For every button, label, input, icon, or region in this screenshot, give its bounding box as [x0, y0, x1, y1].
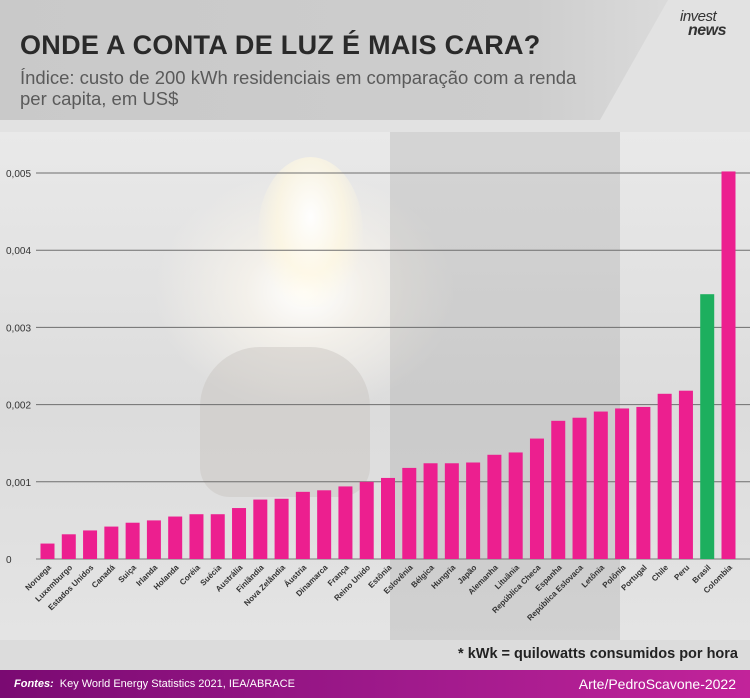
y-tick-label: 0,005 [6, 169, 31, 180]
bar [295, 491, 310, 559]
footnote: * kWk = quilowatts consumidos por hora [458, 646, 738, 662]
bar [146, 520, 161, 559]
bar [253, 499, 268, 559]
logo-text-news: news [688, 22, 727, 39]
note-bar: * kWk = quilowatts consumidos por hora [0, 640, 750, 670]
bar [125, 522, 140, 559]
bar [274, 498, 289, 559]
bar [444, 463, 459, 559]
chart-subtitle: Índice: custo de 200 kWh residenciais em… [20, 67, 577, 109]
bar [529, 438, 544, 559]
bar [466, 462, 481, 559]
x-tick-label: Peru [672, 563, 691, 582]
x-tick-label: Hungria [430, 563, 458, 591]
background-hand [200, 347, 370, 497]
y-tick-label: 0,003 [6, 323, 31, 334]
y-tick-label: 0,001 [6, 478, 31, 489]
bar [593, 411, 608, 559]
header-panel [0, 0, 668, 120]
bar [359, 481, 374, 559]
x-tick-label: Coréia [178, 563, 202, 587]
bar [40, 543, 55, 559]
bar [615, 408, 630, 559]
footer: Fontes: Key World Energy Statistics 2021,… [0, 670, 750, 698]
bar [678, 390, 693, 559]
bar [572, 417, 587, 559]
y-tick-label: 0,004 [6, 246, 31, 257]
bar [402, 467, 417, 559]
bar [210, 514, 225, 559]
bar [381, 477, 395, 559]
bar-chart: 00,0010,0020,0030,0040,005NoruegaLuxembu… [6, 169, 750, 623]
bar [487, 454, 502, 559]
credit: Arte/PedroScavone-2022 [578, 676, 736, 692]
bar [423, 463, 438, 559]
chart-title: ONDE A CONTA DE LUZ É MAIS CARA? [20, 30, 541, 60]
header: ONDE A CONTA DE LUZ É MAIS CARA? Índice:… [0, 0, 750, 132]
sources: Fontes: Key World Energy Statistics 2021,… [14, 678, 295, 690]
bar [61, 534, 76, 559]
chart-area: 0 0,001 0,002 0,003 0,004 0,005 Noruega Luxembu… [0, 132, 750, 640]
bar [700, 294, 715, 559]
bar [189, 514, 204, 559]
investnews-logo: invest news [680, 8, 740, 39]
sources-text: Key World Energy Statistics 2021, IEA/AB… [59, 678, 295, 690]
y-tick-label: 0,002 [6, 401, 31, 412]
x-tick-label: Chile [650, 563, 671, 584]
x-tick-label: Canadá [90, 563, 117, 590]
lightbulb-image [258, 157, 363, 307]
bar [721, 171, 736, 559]
bar [657, 393, 672, 559]
bar [636, 406, 651, 559]
bar [508, 452, 523, 559]
bar [232, 508, 247, 559]
bar [168, 516, 183, 559]
logo-text-invest: invest [680, 8, 717, 25]
bar [83, 530, 98, 559]
y-tick-label: 0 [6, 555, 12, 566]
bar [551, 420, 566, 559]
bar [104, 526, 119, 559]
bar [317, 490, 332, 559]
sources-label: Fontes: [14, 678, 54, 690]
bar [338, 486, 353, 559]
